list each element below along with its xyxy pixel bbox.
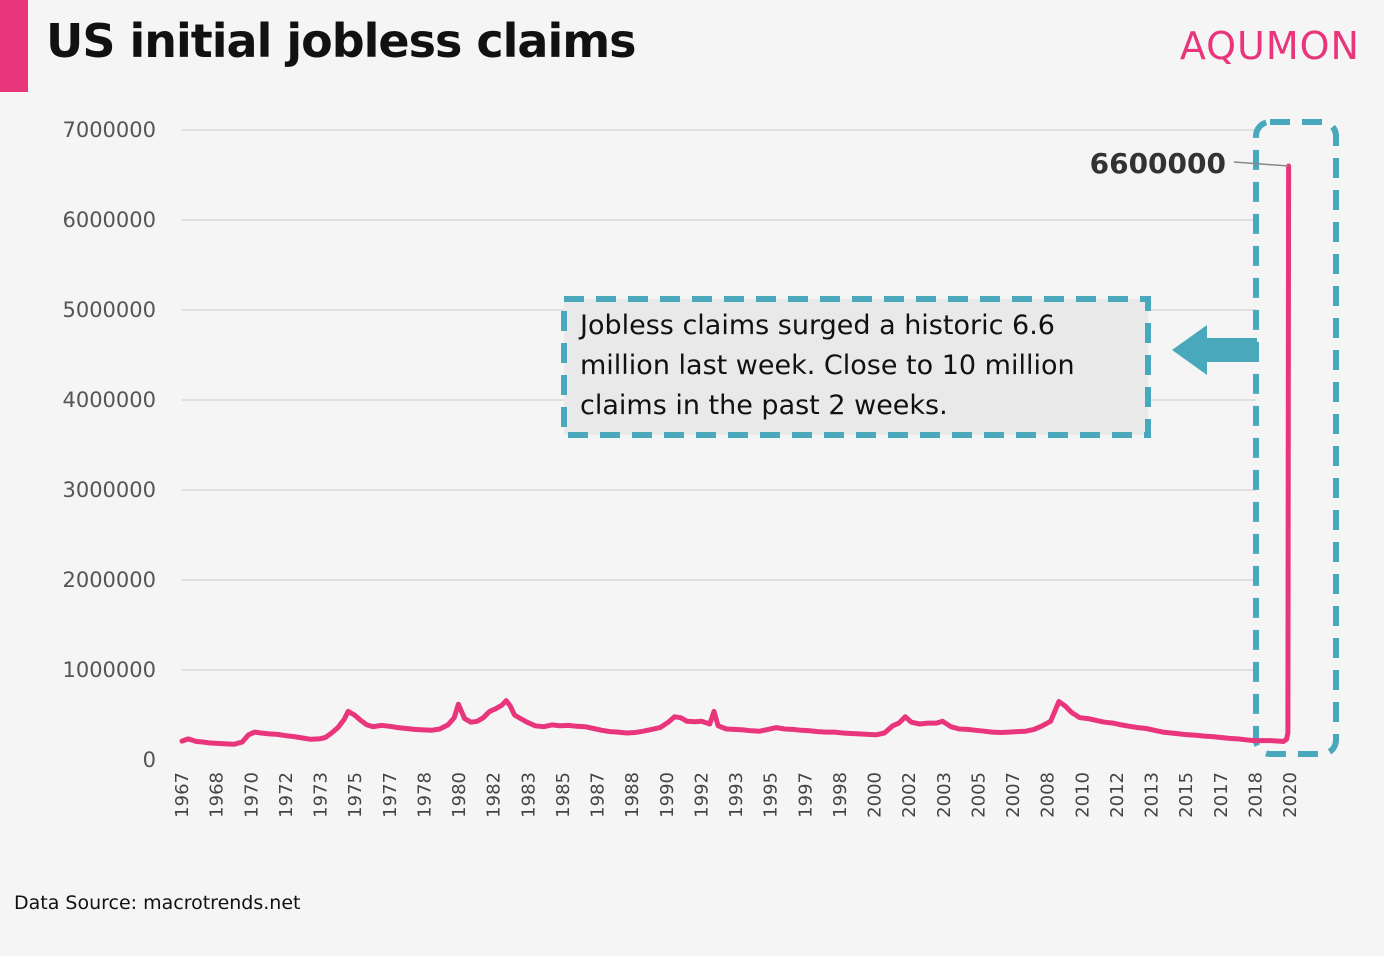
x-tick-label: 2005 xyxy=(968,772,989,818)
x-tick-label: 2012 xyxy=(1107,772,1128,818)
x-tick-label: 2003 xyxy=(934,772,955,818)
x-tick-label: 1995 xyxy=(761,772,782,818)
series-line xyxy=(179,163,1292,747)
x-tick-label: 1982 xyxy=(484,772,505,818)
x-tick-label: 1967 xyxy=(172,772,193,818)
y-tick-label: 2000000 xyxy=(62,568,156,592)
x-tick-label: 1997 xyxy=(795,772,816,818)
y-tick-label: 6000000 xyxy=(62,208,156,232)
x-tick-label: 1992 xyxy=(691,772,712,818)
y-tick-label: 5000000 xyxy=(62,298,156,322)
x-tick-label: 1983 xyxy=(518,772,539,818)
x-tick-label: 1990 xyxy=(657,772,678,818)
x-tick-label: 1968 xyxy=(207,772,228,818)
x-tick-label: 1987 xyxy=(588,772,609,818)
y-tick-label: 3000000 xyxy=(62,478,156,502)
x-tick-label: 1988 xyxy=(622,772,643,818)
x-tick-label: 2002 xyxy=(899,772,920,818)
x-tick-label: 1998 xyxy=(830,772,851,818)
x-axis-ticks: 1967 1968 1970 1972 1973 1975 1977 1978 1980 1982… xyxy=(172,772,1301,818)
x-tick-label: 1975 xyxy=(345,772,366,818)
x-tick-label: 1978 xyxy=(414,772,435,818)
chart-title: US initial jobless claims xyxy=(46,14,637,68)
callout-box xyxy=(561,296,1151,438)
x-tick-label: 2017 xyxy=(1211,772,1232,818)
peak-value-label: 6600000 xyxy=(1090,147,1226,180)
x-tick-label: 1977 xyxy=(380,772,401,818)
title-accent-bar xyxy=(0,0,28,92)
x-tick-label: 2008 xyxy=(1038,772,1059,818)
arrow-left-icon xyxy=(1172,325,1257,375)
x-tick-label: 2000 xyxy=(865,772,886,818)
y-tick-label: 0 xyxy=(143,748,156,772)
x-tick-label: 2018 xyxy=(1245,772,1266,818)
x-tick-label: 1973 xyxy=(311,772,332,818)
x-tick-label: 1970 xyxy=(241,772,262,818)
brand-logo: AQUMON xyxy=(1179,24,1360,68)
x-tick-label: 1985 xyxy=(553,772,574,818)
x-tick-label: 1972 xyxy=(276,772,297,818)
callout-text: Jobless claims surged a historic 6.6 mil… xyxy=(580,310,1075,421)
x-tick-label: 2020 xyxy=(1280,772,1301,818)
x-tick-label: 2010 xyxy=(1072,772,1093,818)
y-tick-label: 1000000 xyxy=(62,658,156,682)
y-axis-ticks: 0 1000000 2000000 3000000 4000000 5000000 6000… xyxy=(62,118,156,772)
y-tick-label: 7000000 xyxy=(62,118,156,142)
y-tick-label: 4000000 xyxy=(62,388,156,412)
highlight-frame xyxy=(1253,119,1339,757)
peak-leader-line xyxy=(1233,161,1289,167)
x-tick-label: 1980 xyxy=(449,772,470,818)
x-tick-label: 2015 xyxy=(1176,772,1197,818)
data-source: Data Source: macrotrends.net xyxy=(14,892,301,914)
x-tick-label: 1993 xyxy=(726,772,747,818)
x-tick-label: 2013 xyxy=(1142,772,1163,818)
x-tick-label: 2007 xyxy=(1003,772,1024,818)
